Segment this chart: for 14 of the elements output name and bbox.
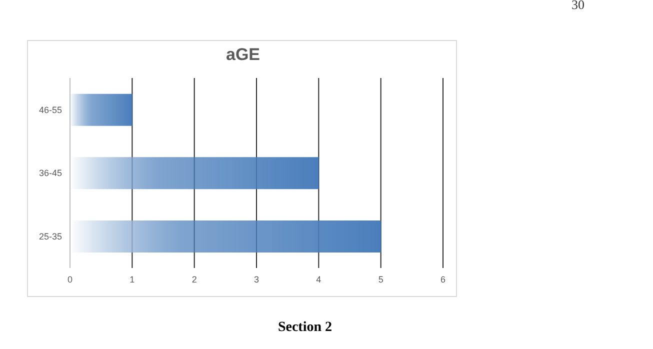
x-tick-label: 3: [254, 274, 260, 284]
bar: [70, 94, 132, 126]
x-tick-label: 0: [67, 274, 73, 284]
text: 30: [570, 0, 586, 13]
x-tick-label: 4: [316, 274, 322, 284]
y-tick-label: 36-45: [38, 168, 62, 178]
x-tick-label: 1: [130, 274, 135, 284]
chart-title: aGE: [224, 45, 262, 65]
x-tick-label: 2: [192, 274, 197, 284]
y-tick-label: 46-55: [38, 104, 62, 115]
y-tick-label: 25-35: [38, 232, 62, 242]
x-tick-label: 5: [378, 274, 384, 284]
x-tick-label: 6: [440, 274, 446, 284]
text: Section 2: [276, 320, 334, 336]
